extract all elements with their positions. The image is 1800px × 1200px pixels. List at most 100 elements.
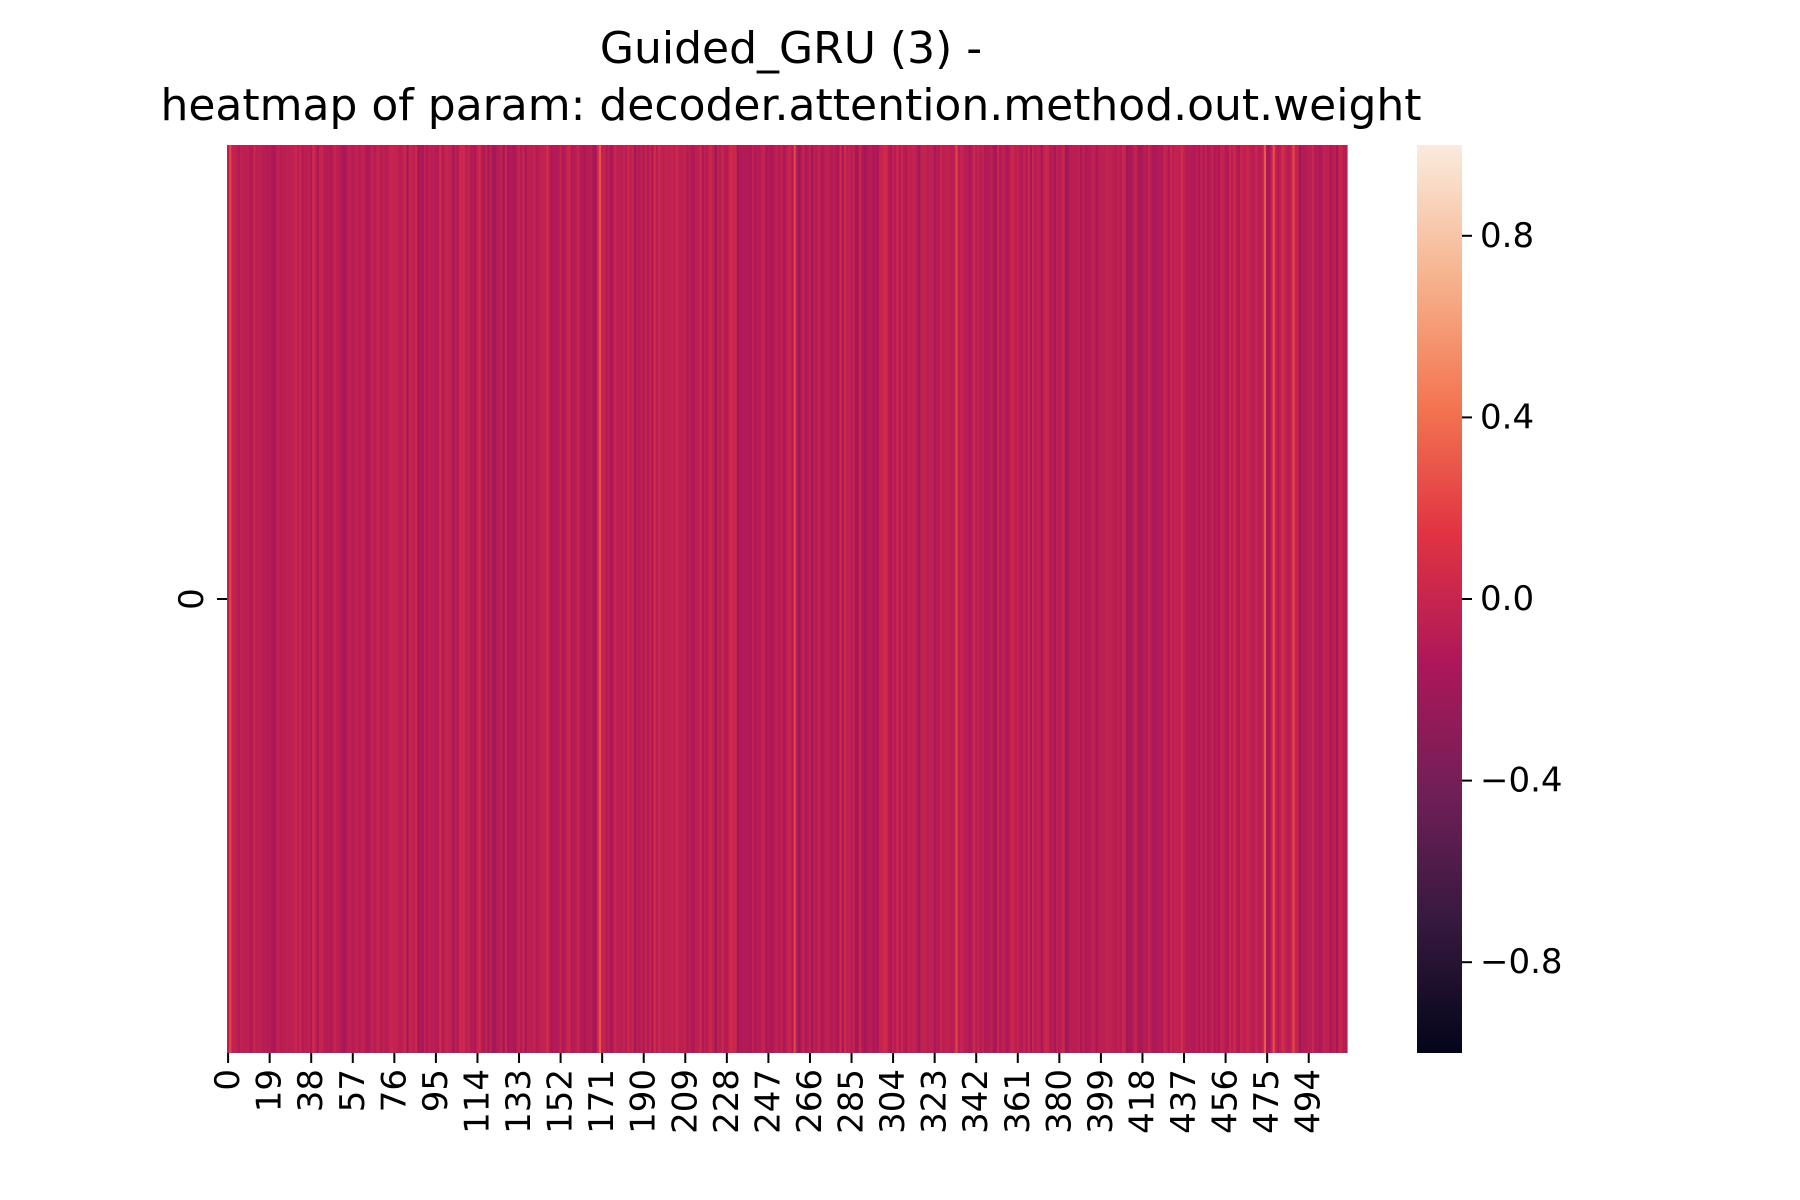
heatmap-cell xyxy=(907,145,911,1053)
heatmap-cell xyxy=(513,145,517,1053)
heatmap-cell xyxy=(922,145,926,1053)
heatmap-cell xyxy=(616,145,620,1053)
heatmap-cell xyxy=(1296,145,1300,1053)
heatmap-cell xyxy=(257,145,261,1053)
heatmap-cell xyxy=(638,145,642,1053)
heatmap-cell xyxy=(887,145,891,1053)
heatmap-cell xyxy=(496,145,499,1053)
heatmap-cell xyxy=(552,145,556,1053)
heatmap-cell xyxy=(911,145,915,1053)
heatmap-cell xyxy=(410,145,414,1053)
heatmap-cell xyxy=(622,145,626,1053)
heatmap-cell xyxy=(362,145,366,1053)
heatmap-cell xyxy=(524,145,528,1053)
heatmap-cell xyxy=(539,145,543,1053)
heatmap-cell xyxy=(749,145,753,1053)
heatmap-cell xyxy=(872,145,876,1053)
colorbar-tick-label: 0.8 xyxy=(1480,216,1534,256)
heatmap-cell xyxy=(835,145,838,1053)
heatmap-cell xyxy=(1294,145,1298,1053)
heatmap-cell xyxy=(548,145,552,1053)
heatmap-cell xyxy=(881,145,884,1053)
heatmap-cell xyxy=(408,145,412,1053)
heatmap-cell xyxy=(489,145,493,1053)
heatmap-cell xyxy=(568,145,572,1053)
heatmap-cell xyxy=(918,145,922,1053)
heatmap-cell xyxy=(701,145,705,1053)
heatmap-cell xyxy=(1270,145,1274,1053)
heatmap-cell xyxy=(885,145,889,1053)
heatmap-cell xyxy=(975,145,978,1053)
heatmap-cell xyxy=(760,145,764,1053)
heatmap-cell xyxy=(710,145,714,1053)
x-tick-label: 190 xyxy=(624,1069,664,1134)
heatmap-cell xyxy=(297,145,300,1053)
heatmap-cell xyxy=(283,145,287,1053)
heatmap-cell xyxy=(924,145,928,1053)
heatmap-cell xyxy=(695,145,698,1053)
heatmap-cell xyxy=(537,145,541,1053)
heatmap-cell xyxy=(1038,145,1042,1053)
heatmap-cell xyxy=(1156,145,1160,1053)
heatmap-cell xyxy=(832,145,836,1053)
heatmap-cell xyxy=(959,145,963,1053)
heatmap-cell xyxy=(1274,145,1278,1053)
heatmap-cell xyxy=(859,145,862,1053)
heatmap-cell xyxy=(655,145,659,1053)
heatmap-cell xyxy=(815,145,819,1053)
heatmap-cell xyxy=(1209,145,1212,1053)
heatmap-cell xyxy=(1305,145,1309,1053)
heatmap-cell xyxy=(931,145,935,1053)
heatmap-cell xyxy=(703,145,707,1053)
heatmap-cell xyxy=(905,145,908,1053)
heatmap-cell xyxy=(1047,145,1051,1053)
heatmap-cell xyxy=(673,145,677,1053)
heatmap-cell xyxy=(1279,145,1282,1053)
heatmap-cell xyxy=(430,145,434,1053)
heatmap-cell xyxy=(817,145,821,1053)
heatmap-cell xyxy=(811,145,814,1053)
heatmap-cell xyxy=(472,145,475,1053)
heatmap-cell xyxy=(782,145,786,1053)
colorbar-tick-label: −0.4 xyxy=(1480,761,1563,801)
colorbar-ticks: 0.8 0.4 0.0 −0.4 −0.8 xyxy=(1462,216,1563,982)
heatmap-cell xyxy=(1246,145,1250,1053)
heatmap-cell xyxy=(605,145,609,1053)
heatmap-cell xyxy=(369,145,372,1053)
heatmap-cell xyxy=(1292,145,1296,1053)
heatmap-cell xyxy=(340,145,344,1053)
heatmap-cell xyxy=(946,145,950,1053)
heatmap-cell xyxy=(1331,145,1335,1053)
heatmap-cell xyxy=(1077,145,1081,1053)
heatmap-cell xyxy=(1108,145,1112,1053)
heatmap-cell xyxy=(1198,145,1202,1053)
heatmap-cell xyxy=(1051,145,1055,1053)
heatmap-cell xyxy=(1032,145,1035,1053)
heatmap-cell xyxy=(848,145,852,1053)
heatmap-cell xyxy=(268,145,272,1053)
x-tick-label: 0 xyxy=(208,1069,248,1091)
heatmap-cell xyxy=(351,145,355,1053)
x-tick-label: 38 xyxy=(291,1069,331,1112)
heatmap-cell xyxy=(380,145,383,1053)
heatmap-cell xyxy=(1329,145,1333,1053)
heatmap-cell xyxy=(1007,145,1011,1053)
heatmap-cell xyxy=(898,145,902,1053)
heatmap-cell xyxy=(937,145,941,1053)
heatmap-cell xyxy=(962,145,965,1053)
heatmap-cell xyxy=(1069,145,1072,1053)
heatmap-cell xyxy=(677,145,681,1053)
heatmap-cell xyxy=(1180,145,1184,1053)
heatmap-cell xyxy=(896,145,900,1053)
colorbar-tick-label: 0.4 xyxy=(1480,397,1534,437)
heatmap-cell xyxy=(754,145,757,1053)
x-tick-label: 152 xyxy=(541,1069,581,1134)
heatmap-cell xyxy=(349,145,353,1053)
heatmap-cell xyxy=(972,145,976,1053)
heatmap-cell xyxy=(1123,145,1127,1053)
heatmap-cell xyxy=(999,145,1002,1053)
heatmap-cell xyxy=(371,145,375,1053)
x-tick-label: 19 xyxy=(250,1069,290,1112)
heatmap-cell xyxy=(603,145,607,1053)
heatmap-cell xyxy=(423,145,427,1053)
